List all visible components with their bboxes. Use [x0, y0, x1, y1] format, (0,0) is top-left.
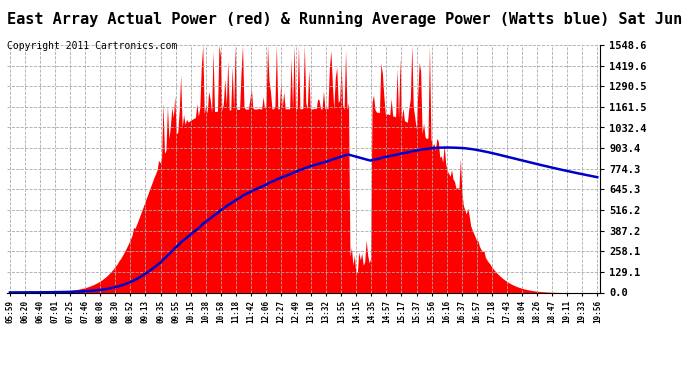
Text: East Array Actual Power (red) & Running Average Power (Watts blue) Sat Jun 18 20: East Array Actual Power (red) & Running … — [7, 11, 690, 27]
Text: Copyright 2011 Cartronics.com: Copyright 2011 Cartronics.com — [7, 41, 177, 51]
